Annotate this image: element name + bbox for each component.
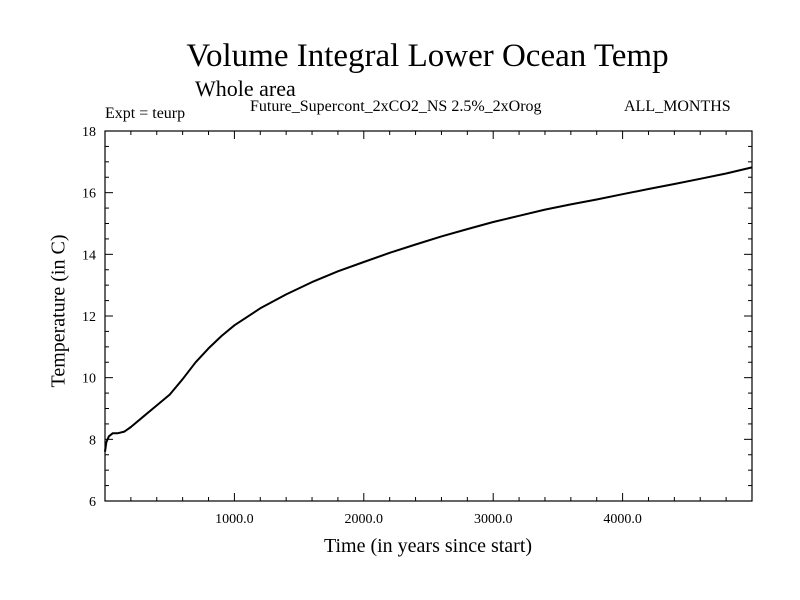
data-series bbox=[104, 166, 753, 452]
axis-ticks: 1000.0 2000.0 3000.0 4000.0 6 8 10 12 14 16 18 bbox=[82, 125, 752, 527]
chart-title: Volume Integral Lower Ocean Temp bbox=[186, 38, 669, 74]
experiment-label: Expt = teurp bbox=[105, 105, 186, 122]
y-tick-label: 16 bbox=[82, 187, 96, 202]
y-tick-label: 10 bbox=[82, 372, 96, 387]
months-label: ALL_MONTHS bbox=[624, 98, 731, 115]
x-tick-label: 1000.0 bbox=[215, 512, 254, 527]
x-tick-label: 3000.0 bbox=[474, 512, 513, 527]
y-tick-label: 12 bbox=[82, 310, 96, 325]
y-tick-label: 18 bbox=[82, 125, 96, 140]
y-tick-label: 6 bbox=[89, 495, 96, 510]
x-tick-label: 2000.0 bbox=[345, 512, 384, 527]
plot-frame bbox=[104, 130, 753, 502]
x-axis-label: Time (in years since start) bbox=[323, 535, 533, 557]
series-line bbox=[104, 166, 753, 452]
y-tick-label: 14 bbox=[82, 248, 96, 263]
chart-subtitle: Whole area bbox=[195, 76, 296, 101]
x-tick-label: 4000.0 bbox=[603, 512, 642, 527]
experiment-description: Future_Supercont_2xCO2_NS 2.5%_2xOrog bbox=[250, 98, 542, 115]
y-tick-label: 8 bbox=[89, 433, 96, 448]
